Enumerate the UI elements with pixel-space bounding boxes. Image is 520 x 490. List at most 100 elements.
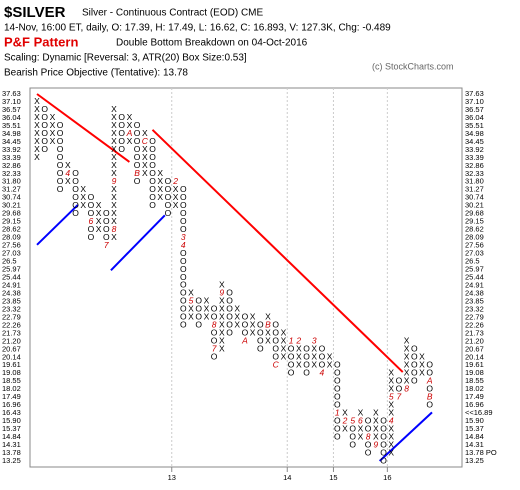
o-box: O: [57, 120, 64, 130]
o-box: O: [72, 208, 79, 218]
x-box: X: [265, 336, 271, 346]
x-box: X: [219, 336, 225, 346]
month-marker: 8: [366, 431, 371, 441]
y-tick-label: 34.45: [2, 137, 21, 146]
x-tick-label: 13: [168, 473, 176, 482]
o-box: O: [72, 176, 79, 186]
o-box: O: [396, 375, 403, 385]
x-box: X: [188, 312, 194, 322]
x-box: X: [80, 192, 86, 202]
x-box: X: [219, 344, 225, 354]
o-box: O: [411, 352, 418, 362]
trendline: [151, 129, 404, 373]
x-box: X: [281, 352, 287, 362]
x-box: X: [327, 360, 333, 370]
x-box: X: [373, 415, 379, 425]
month-marker: 5: [350, 415, 355, 425]
o-box: O: [211, 336, 218, 346]
x-tick-label: 14: [283, 473, 291, 482]
month-marker: 2: [172, 176, 178, 186]
y-tick-label: 16.96: [2, 400, 21, 409]
x-box: X: [281, 344, 287, 354]
y2-tick-label: 24.91: [465, 280, 484, 289]
month-marker: 5: [389, 391, 394, 401]
x-box: X: [111, 184, 117, 194]
x-box: X: [142, 152, 148, 162]
o-box: O: [211, 304, 218, 314]
o-box: O: [41, 144, 48, 154]
x-box: X: [265, 312, 271, 322]
month-marker: A: [241, 336, 248, 346]
chart-title: $SILVER: [4, 4, 66, 21]
month-marker: 4: [320, 367, 325, 377]
x-box: X: [388, 383, 394, 393]
o-box: O: [180, 208, 187, 218]
y2-tick-label: 20.14: [465, 352, 484, 361]
x-box: X: [311, 344, 317, 354]
x-box: X: [404, 375, 410, 385]
y2-tick-label: 24.38: [465, 288, 484, 297]
y2-tick-label: 19.61: [465, 360, 484, 369]
x-box: X: [250, 328, 256, 338]
o-box: O: [226, 296, 233, 306]
o-box: O: [134, 136, 141, 146]
month-marker: 1: [289, 336, 294, 346]
o-box: O: [211, 352, 218, 362]
o-box: O: [349, 439, 356, 449]
y2-tick-label: 19.08: [465, 368, 484, 377]
o-box: O: [226, 328, 233, 338]
x-box: X: [188, 288, 194, 298]
trendline: [36, 93, 130, 163]
month-marker: A: [126, 128, 133, 138]
o-box: O: [334, 391, 341, 401]
y2-tick-label: 32.33: [465, 169, 484, 178]
o-box: O: [88, 224, 95, 234]
trendline: [378, 411, 433, 462]
y-tick-label: 37.10: [2, 97, 21, 106]
o-box: O: [426, 383, 433, 393]
x-box: X: [234, 304, 240, 314]
y-tick-label: 34.98: [2, 129, 21, 138]
o-box: O: [149, 184, 156, 194]
o-box: O: [334, 423, 341, 433]
month-marker: 4: [389, 415, 394, 425]
y-tick-label: 19.61: [2, 360, 21, 369]
plot-frame: [29, 87, 463, 468]
x-box: X: [127, 112, 133, 122]
x-box: X: [34, 120, 40, 130]
y2-tick-label: 31.27: [465, 185, 484, 194]
y2-tick-label: 30.21: [465, 201, 484, 210]
objective-text: Bearish Price Objective (Tentative): 13.…: [4, 68, 188, 79]
y2-tick-label: 36.57: [465, 105, 484, 114]
o-box: O: [257, 328, 264, 338]
x-box: X: [34, 152, 40, 162]
y2-tick-label: 14.84: [465, 432, 484, 441]
x-tick-label: 16: [383, 473, 391, 482]
x-box: X: [127, 120, 133, 130]
y2-tick-label: 27.03: [465, 249, 484, 258]
o-box: O: [180, 288, 187, 298]
x-box: X: [342, 407, 348, 417]
month-marker: A: [426, 375, 433, 385]
month-marker: 2: [342, 415, 348, 425]
x-box: X: [111, 112, 117, 122]
month-marker: 8: [112, 224, 117, 234]
o-box: O: [380, 455, 387, 465]
o-box: O: [103, 224, 110, 234]
o-box: O: [103, 216, 110, 226]
y2-tick-label: 29.68: [465, 209, 484, 218]
x-box: X: [219, 320, 225, 330]
o-box: O: [303, 352, 310, 362]
o-box: O: [226, 288, 233, 298]
o-box: O: [149, 168, 156, 178]
x-box: X: [373, 431, 379, 441]
o-box: O: [165, 184, 172, 194]
